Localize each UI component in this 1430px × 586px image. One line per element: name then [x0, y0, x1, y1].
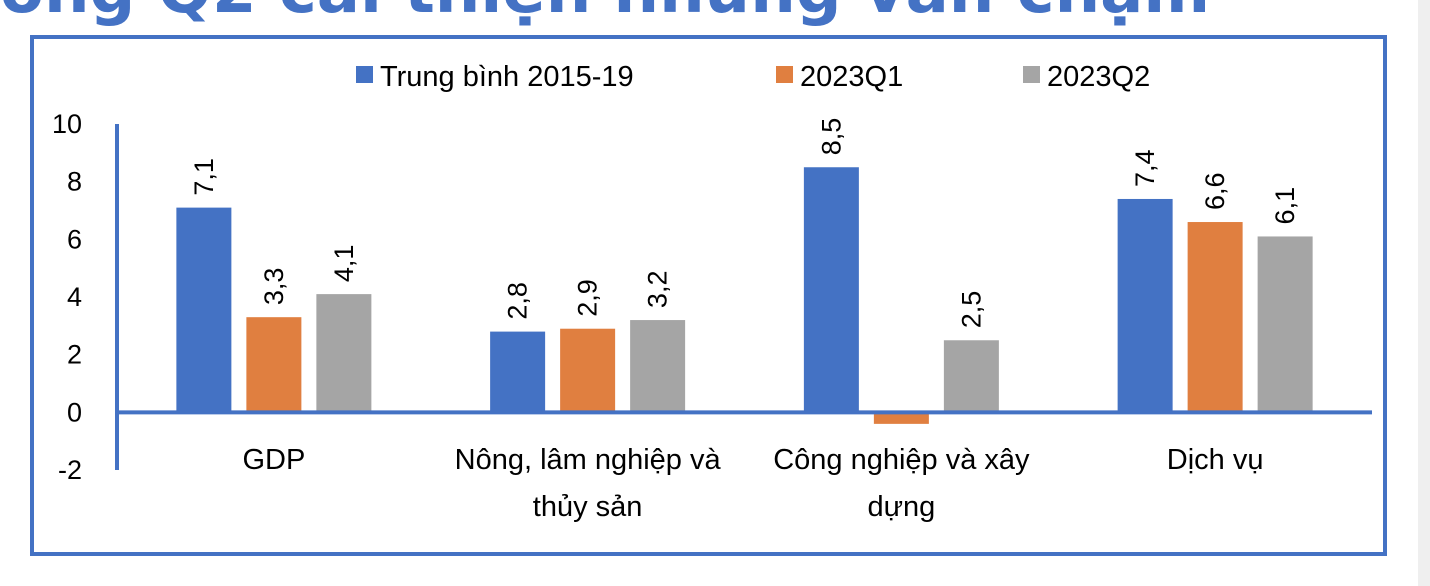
bar-2023q1	[560, 328, 616, 413]
data-label: 4,1	[329, 245, 359, 283]
bar-trung-b-nh-2015-19	[490, 331, 546, 413]
y-tick-label: 10	[52, 109, 82, 139]
data-label: 2,9	[573, 279, 603, 317]
legend-swatch	[776, 66, 793, 83]
bar-2023q2	[630, 320, 686, 413]
category-label: Nông, lâm nghiệp và	[455, 444, 722, 476]
bar-2023q2	[1257, 236, 1313, 413]
bar-2023q1	[246, 317, 302, 413]
right-scroll-strip	[1418, 0, 1430, 586]
y-tick-label: 2	[67, 340, 82, 370]
legend-label: 2023Q2	[1047, 61, 1150, 93]
bar-trung-b-nh-2015-19	[1117, 198, 1173, 413]
category-label: Dịch vụ	[1167, 444, 1264, 476]
category-label: dựng	[867, 491, 935, 523]
legend-label: Trung bình 2015-19	[380, 61, 634, 93]
legend-swatch	[356, 66, 373, 83]
y-tick-label: 0	[67, 397, 82, 427]
data-label: 8,5	[816, 118, 846, 156]
bar-2023q1	[1187, 222, 1243, 413]
data-label: 6,6	[1200, 172, 1230, 210]
slide-heading: ong Q2 cải thiện nhưng vẫn chậm	[0, 0, 1210, 26]
bar-trung-b-nh-2015-19	[176, 207, 232, 413]
data-label: 6,1	[1270, 187, 1300, 225]
y-tick-label: 4	[67, 282, 82, 312]
legend-label: 2023Q1	[800, 61, 903, 93]
bar-2023q1	[873, 412, 929, 424]
category-label: Công nghiệp và xây	[773, 444, 1030, 476]
data-label: 3,2	[643, 271, 673, 309]
bar-2023q2	[943, 340, 999, 413]
data-label: 7,4	[1130, 149, 1160, 187]
legend-swatch	[1023, 66, 1040, 83]
heading-clip: ong Q2 cải thiện nhưng vẫn chậm	[0, 0, 1430, 26]
y-tick-label: -2	[58, 455, 82, 485]
data-label: 7,1	[189, 158, 219, 196]
category-label: thủy sản	[533, 491, 643, 523]
data-label: 2,5	[956, 291, 986, 329]
bar-trung-b-nh-2015-19	[803, 167, 859, 413]
category-label: GDP	[242, 444, 305, 476]
bar-2023q2	[316, 294, 372, 413]
y-tick-label: 6	[67, 224, 82, 254]
y-tick-label: 8	[67, 167, 82, 197]
data-label: 2,8	[503, 282, 533, 320]
data-label: 3,3	[259, 268, 289, 306]
